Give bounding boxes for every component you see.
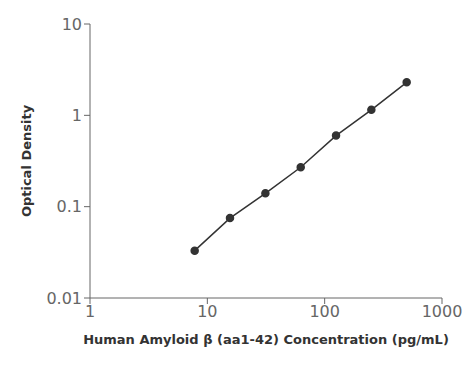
svg-text:1: 1 xyxy=(85,302,95,321)
svg-text:10: 10 xyxy=(62,15,82,34)
svg-text:1: 1 xyxy=(72,106,82,125)
svg-text:100: 100 xyxy=(309,302,340,321)
svg-text:1000: 1000 xyxy=(422,302,463,321)
svg-text:0.01: 0.01 xyxy=(46,289,82,308)
svg-text:10: 10 xyxy=(197,302,217,321)
svg-text:0.1: 0.1 xyxy=(57,197,82,216)
svg-text:Optical Density: Optical Density xyxy=(19,104,34,217)
svg-text:Human Amyloid β (aa1-42) Conce: Human Amyloid β (aa1-42) Concentration (… xyxy=(83,332,449,347)
